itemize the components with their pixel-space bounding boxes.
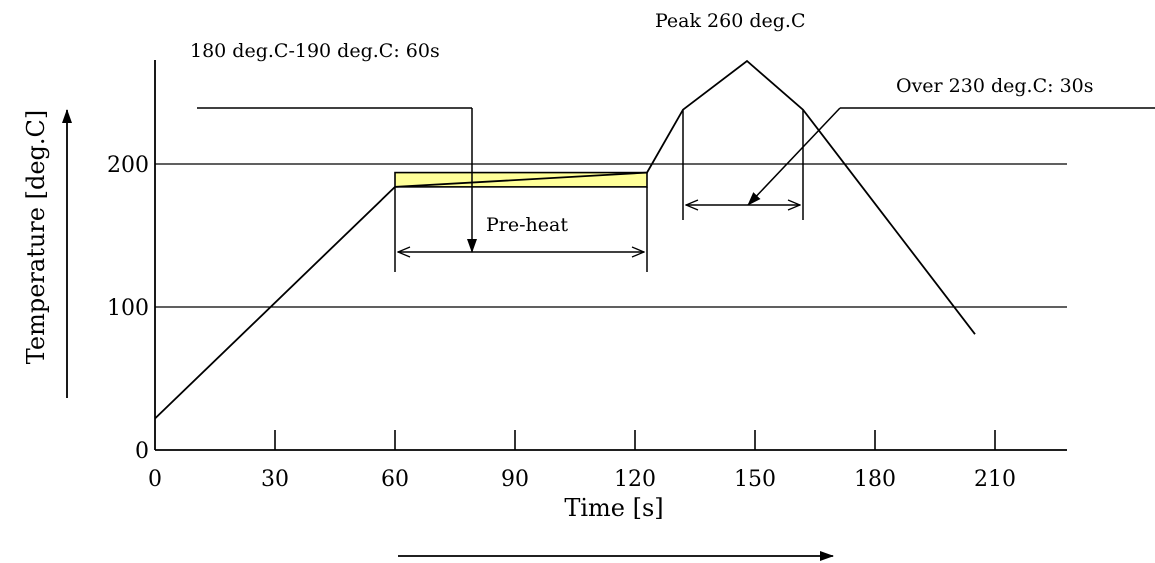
x-tick-label-120: 120 — [614, 467, 656, 492]
gridlines — [155, 163, 1067, 308]
y-tick-label-0: 0 — [135, 439, 149, 464]
x-tick-label-210: 210 — [974, 467, 1016, 492]
axes — [154, 60, 1067, 451]
x-tick-label-150: 150 — [734, 467, 776, 492]
ticks: 0 30 60 90 120 150 180 210 0 100 200 — [107, 153, 1016, 492]
x-tick-label-60: 60 — [381, 467, 409, 492]
y-tick-label-100: 100 — [107, 296, 149, 321]
x-axis-title: Time [s] — [564, 494, 663, 522]
over-230-label: Over 230 deg.C: 30s — [896, 75, 1094, 97]
peak-label: Peak 260 deg.C — [655, 10, 806, 32]
y-axis-title: Temperature [deg.C] — [22, 110, 50, 365]
x-tick-label-0: 0 — [148, 467, 162, 492]
preheat-range-label: 180 deg.C-190 deg.C: 60s — [190, 40, 440, 62]
profile-line — [154, 59, 976, 420]
y-tick-label-200: 200 — [107, 153, 149, 178]
x-tick-label-30: 30 — [261, 467, 289, 492]
x-tick-label-180: 180 — [854, 467, 896, 492]
x-tick-label-90: 90 — [501, 467, 529, 492]
over230-leader-diagonal — [747, 107, 841, 206]
preheat-label: Pre-heat — [486, 214, 568, 236]
annotations — [197, 107, 1155, 272]
